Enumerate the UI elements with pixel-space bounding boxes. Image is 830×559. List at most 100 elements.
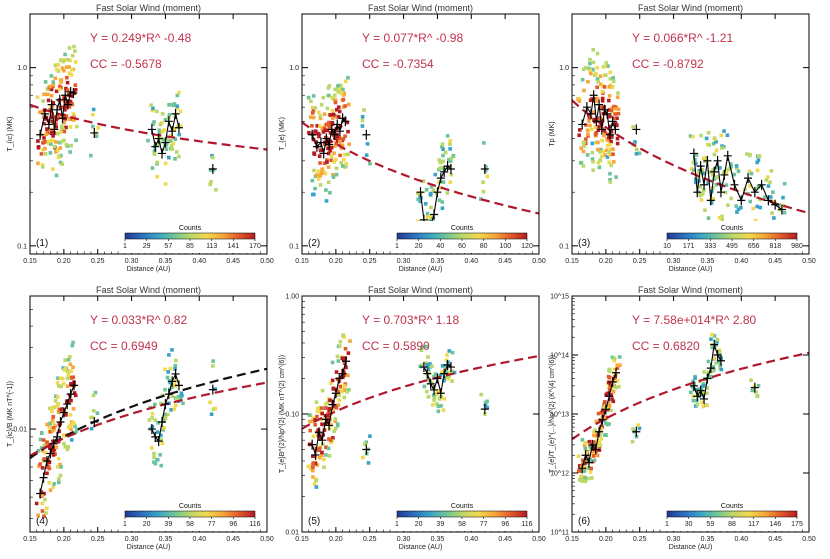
density-cell xyxy=(600,154,604,159)
data-point xyxy=(168,376,177,387)
x-axis-label: Distance (AU) xyxy=(399,266,443,273)
data-point xyxy=(69,88,78,99)
density-cell xyxy=(728,166,732,171)
density-cell xyxy=(326,86,331,90)
data-point xyxy=(440,166,449,177)
density-cell xyxy=(177,154,181,159)
density-cell xyxy=(608,142,612,147)
density-cell xyxy=(693,376,697,380)
density-cell xyxy=(149,103,154,107)
density-cell xyxy=(62,138,66,143)
density-cell xyxy=(702,370,706,374)
x-axis-label: Distance (AU) xyxy=(669,266,713,273)
density-cell xyxy=(149,446,154,450)
data-point xyxy=(446,362,455,373)
density-cell xyxy=(52,482,56,486)
density-cell xyxy=(348,339,352,343)
density-cell xyxy=(610,135,614,139)
data-point xyxy=(703,373,712,384)
density-cell xyxy=(96,125,101,130)
density-cell xyxy=(598,158,603,162)
density-cell xyxy=(51,80,56,84)
density-cell xyxy=(580,77,585,82)
density-cell xyxy=(579,146,584,150)
x-tick-label: 0.50 xyxy=(260,258,274,265)
density-cell xyxy=(427,215,431,220)
density-cell xyxy=(603,421,608,425)
data-point xyxy=(601,404,610,415)
density-cell xyxy=(595,77,600,81)
density-cell xyxy=(417,194,422,198)
density-cell xyxy=(60,124,64,129)
correlation-coefficient: CC = -0.7354 xyxy=(362,57,434,71)
x-tick-label: 0.35 xyxy=(159,258,173,265)
density-cell xyxy=(174,150,179,154)
density-cell xyxy=(432,374,436,379)
density-cell xyxy=(591,60,596,65)
density-cell xyxy=(170,385,174,390)
colorbar-tick-label: 171 xyxy=(683,243,695,250)
x-axis-label: Distance (AU) xyxy=(127,266,171,273)
colorbar: Counts 1 29 57 85 113 141 170 xyxy=(123,221,261,253)
plot-frame xyxy=(29,295,268,533)
density-cell xyxy=(55,131,60,136)
density-cell xyxy=(576,469,581,473)
density-cell xyxy=(717,215,722,220)
density-cell xyxy=(609,408,613,413)
density-cell xyxy=(338,339,343,344)
density-cell xyxy=(54,445,59,450)
density-cell xyxy=(597,116,601,121)
density-cell xyxy=(584,65,588,70)
x-tick-label: 0.30 xyxy=(667,258,681,265)
data-point xyxy=(325,420,334,431)
density-cell xyxy=(599,437,604,441)
density-cell xyxy=(450,350,455,355)
density-cell xyxy=(438,166,442,170)
fit-equation: Y = 0.033*R^ 0.82 xyxy=(90,313,187,327)
data-point xyxy=(53,104,62,115)
density-cell xyxy=(769,169,774,173)
density-cell xyxy=(428,192,433,197)
density-cell xyxy=(431,403,435,407)
density-cell xyxy=(616,91,620,95)
density-cell xyxy=(170,147,175,151)
data-point xyxy=(605,391,614,402)
density-cell xyxy=(705,386,710,390)
density-cell xyxy=(57,407,62,412)
density-cell xyxy=(320,422,324,427)
data-point xyxy=(330,129,339,140)
density-cell xyxy=(36,448,41,453)
density-cell xyxy=(782,181,787,186)
density-cell xyxy=(167,378,172,383)
x-tick-label: 0.50 xyxy=(260,536,274,543)
colorbar-tick-label: 40 xyxy=(436,243,444,250)
density-cell xyxy=(322,161,327,166)
x-axis-label: Distance (AU) xyxy=(127,544,171,551)
fit-equation: Y = 0.077*R^ -0.98 xyxy=(362,31,463,45)
colorbar-tick-label: 59 xyxy=(706,521,714,528)
data-point xyxy=(318,435,327,446)
density-cell xyxy=(698,193,703,198)
density-cell xyxy=(163,412,167,417)
data-point xyxy=(151,141,160,152)
density-cell xyxy=(175,93,180,98)
data-point xyxy=(713,350,722,360)
y-axis-label: T_{ic}/B (MK nT^{-1}) xyxy=(7,381,14,447)
data-point xyxy=(316,137,325,148)
data-point xyxy=(56,416,65,427)
density-cell xyxy=(441,153,445,158)
x-tick-label: 0.35 xyxy=(701,536,715,543)
density-cell xyxy=(709,337,713,341)
density-cell xyxy=(445,134,450,138)
density-cell xyxy=(70,102,75,107)
data-point xyxy=(632,426,641,437)
density-cell xyxy=(720,214,724,219)
density-cell xyxy=(633,140,637,144)
density-cell xyxy=(214,188,218,192)
density-cell xyxy=(45,127,49,131)
density-cell xyxy=(439,370,444,375)
density-cell xyxy=(342,335,346,339)
density-cell xyxy=(599,147,603,152)
density-cell xyxy=(701,383,706,388)
density-cell xyxy=(58,376,63,381)
